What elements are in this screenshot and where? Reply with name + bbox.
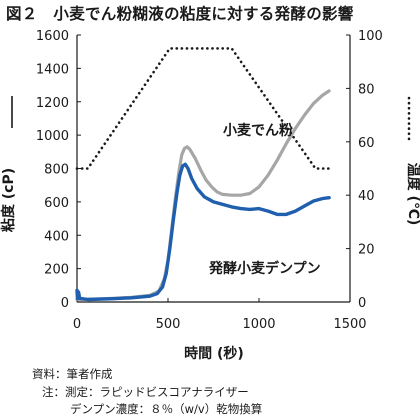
notes: 資料：筆者作成 注：測定：ラピッドビスコアナライザー デンプン濃度：８％（w/v… [0,366,262,419]
ticks: 0 500 1000 15000200400600800100012001400160… [36,29,383,332]
source-note: 資料：筆者作成 [32,367,113,381]
chart-title: 図２ 小麦でん粉糊液の粘度に対する発酵の影響 [6,5,354,23]
y-right-tick-label: 100 [358,29,383,44]
y-right-tick-label: 20 [358,243,375,258]
x-tick-label: 500 [156,317,181,332]
y-left-tick-label: 1600 [36,29,69,44]
y-left-tick-label: 0 [61,296,69,311]
series-label-wheat-starch: 小麦でん粉 [223,122,293,139]
measurement-note: 注：測定：ラピッドビスコアナライザー [42,384,249,399]
fermented-wheat-starch-line [75,162,331,302]
x-axis-title: 時間 (秒) [184,345,244,362]
x-tick-label: 1500 [333,317,366,332]
y-axis-title-left: 粘度 (cP) [0,168,17,232]
x-tick-label: 0 [73,317,81,332]
x-tick-label: 1000 [242,317,275,332]
y-left-tick-label: 200 [44,263,69,278]
y-left-tick-label: 800 [44,163,69,178]
y-axis-title-right: 温度 (℃) [405,163,420,226]
y-left-tick-label: 600 [44,196,69,211]
y-left-tick-label: 1200 [36,96,69,111]
y-left-tick-label: 400 [44,229,69,244]
series-label-fermented-wheat-starch: 発酵小麦デンプン [208,260,321,277]
y-left-tick-label: 1000 [36,129,69,144]
y-left-tick-label: 1400 [36,62,69,77]
y-right-tick-label: 0 [358,296,366,311]
series-lines [75,47,332,302]
concentration-note: デンプン濃度：８％（w/v）乾物換算 [70,402,263,416]
legend-keys [11,96,411,144]
y-right-tick-label: 40 [358,189,375,204]
temperature-line [75,47,332,170]
y-right-tick-label: 80 [358,82,375,97]
y-right-tick-label: 60 [358,136,375,151]
